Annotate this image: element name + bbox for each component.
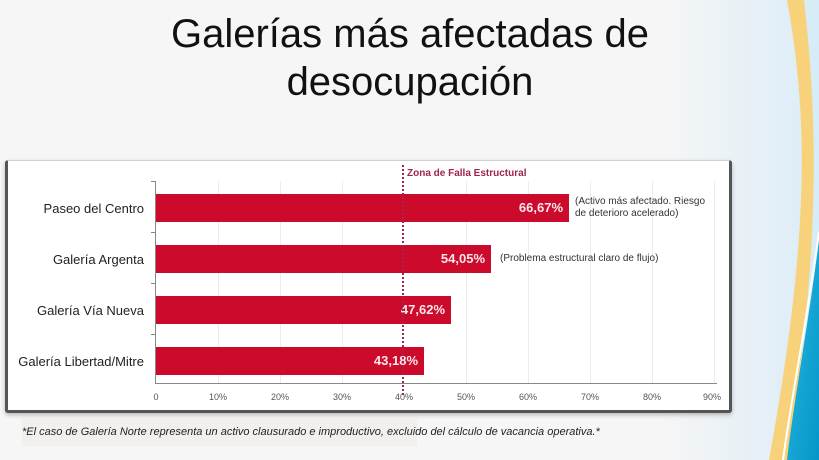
gridline-20: [280, 181, 281, 383]
annotation-line: (Activo más afectado. Riesgo: [575, 196, 706, 207]
y-tick: [151, 334, 155, 335]
gridline-30: [342, 181, 343, 383]
slide-title: Galerías más afectadas de desocupación: [60, 10, 760, 106]
category-label-galeria-via-nueva: Galería Vía Nueva: [37, 303, 144, 318]
gridline-90: [714, 181, 715, 383]
gridline-80: [652, 181, 653, 383]
category-label-galeria-argenta: Galería Argenta: [52, 252, 144, 267]
category-label-paseo-del-centro: Paseo del Centro: [43, 201, 144, 216]
annotation-paseo-del-centro: (Activo más afectado. Riesgo de deterior…: [575, 196, 705, 220]
bar-galeria-libertad-mitre: 43,18%: [156, 347, 424, 375]
slide-title-line2: desocupación: [286, 60, 534, 104]
bar-value-label: 47,62%: [400, 302, 445, 317]
annotation-line: (Problema estructural claro de flujo): [500, 253, 659, 264]
annotation-line: de deterioro acelerado): [575, 208, 679, 219]
x-axis: [155, 383, 717, 384]
x-tick-label: 10%: [208, 392, 228, 402]
y-tick: [151, 181, 155, 182]
chart-plot-area: Paseo del Centro Galería Argenta Galería…: [8, 161, 729, 410]
slide-title-line1: Galerías más afectadas de: [170, 12, 650, 56]
annotation-galeria-argenta: (Problema estructural claro de flujo): [500, 253, 658, 265]
x-tick-label: 90%: [702, 392, 722, 402]
bar-value-label: 66,67%: [518, 200, 563, 215]
x-tick-label: 60%: [518, 392, 538, 402]
y-axis: [155, 181, 156, 383]
y-tick: [151, 283, 155, 284]
gridline-10: [218, 181, 219, 383]
x-tick-label: 50%: [456, 392, 476, 402]
y-tick: [151, 232, 155, 233]
gridline-50: [466, 181, 467, 383]
x-tick-label: 0: [153, 392, 159, 402]
x-tick-label: 80%: [642, 392, 662, 402]
chart-card: Paseo del Centro Galería Argenta Galería…: [5, 160, 732, 413]
gridline-60: [528, 181, 529, 383]
bar-galeria-argenta: 54,05%: [156, 245, 491, 273]
bar-value-label: 43,18%: [373, 353, 418, 368]
threshold-label: Zona de Falla Estructural: [407, 168, 527, 179]
bar-paseo-del-centro: 66,67%: [156, 194, 569, 222]
x-tick-label: 40%: [394, 392, 414, 402]
footnote-background: [22, 418, 417, 446]
gridline-70: [590, 181, 591, 383]
x-tick-label: 70%: [580, 392, 600, 402]
x-tick-label: 30%: [332, 392, 352, 402]
threshold-line: [402, 165, 404, 395]
bar-galeria-via-nueva: 47,62%: [156, 296, 451, 324]
footnote: *El caso de Galería Norte representa un …: [22, 426, 600, 438]
category-label-galeria-libertad-mitre: Galería Libertad/Mitre: [18, 354, 144, 369]
x-tick-label: 20%: [270, 392, 290, 402]
bar-value-label: 54,05%: [440, 251, 485, 266]
